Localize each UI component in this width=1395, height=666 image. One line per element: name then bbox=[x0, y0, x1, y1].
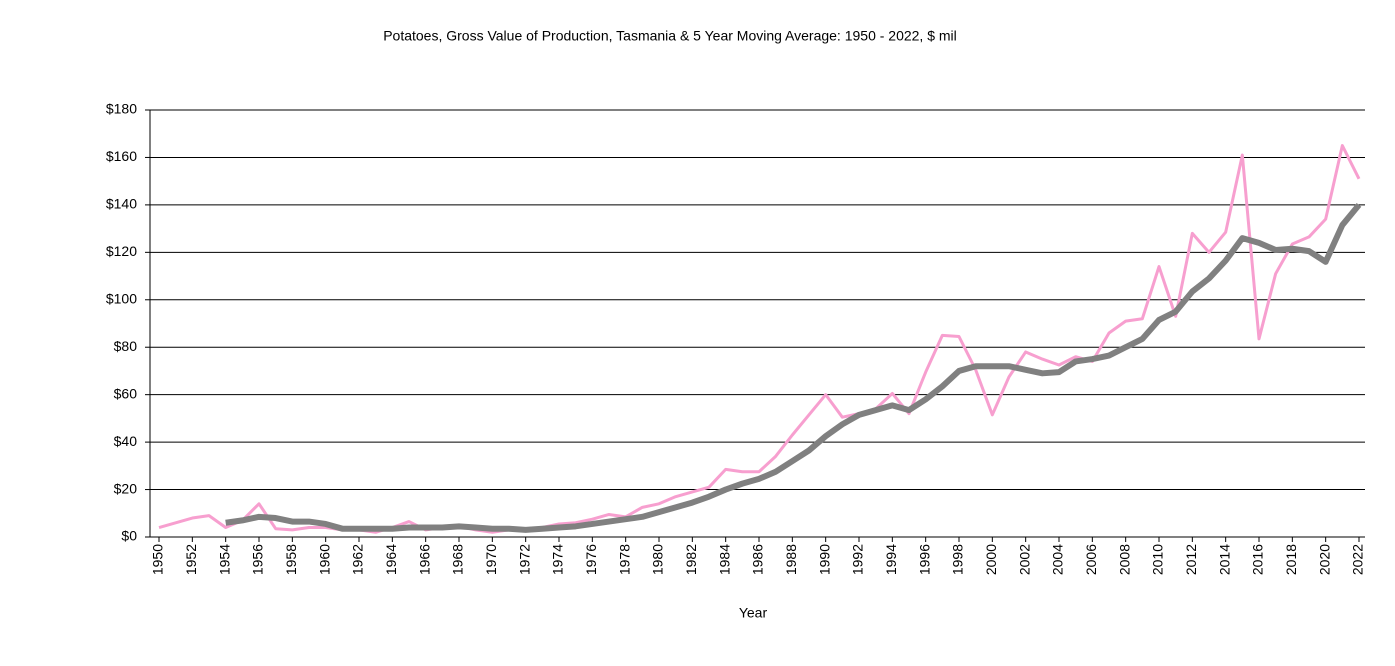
x-tick-label: 2016 bbox=[1250, 544, 1266, 575]
y-tick-label: $180 bbox=[106, 101, 137, 117]
x-tick-label: 1962 bbox=[350, 544, 366, 575]
x-tick-label: 1986 bbox=[750, 544, 766, 575]
y-tick-label: $140 bbox=[106, 196, 137, 212]
x-tick-label: 1958 bbox=[283, 544, 299, 575]
x-tick-label: 2012 bbox=[1183, 544, 1199, 575]
x-tick-label: 1970 bbox=[483, 544, 499, 575]
x-tick-label: 1980 bbox=[650, 544, 666, 575]
x-tick-label: 1954 bbox=[216, 544, 232, 575]
chart-title: Potatoes, Gross Value of Production, Tas… bbox=[383, 28, 957, 44]
x-tick-label: 2010 bbox=[1150, 544, 1166, 575]
x-tick-label: 1972 bbox=[516, 544, 532, 575]
x-tick-label: 1950 bbox=[150, 544, 166, 575]
x-tick-label: 1956 bbox=[250, 544, 266, 575]
x-tick-label: 2002 bbox=[1016, 544, 1032, 575]
y-tick-label: $100 bbox=[106, 290, 137, 306]
x-tick-label: 1968 bbox=[450, 544, 466, 575]
x-axis-title: Year bbox=[739, 605, 768, 621]
x-tick-label: 1966 bbox=[416, 544, 432, 575]
y-tick-label: $120 bbox=[106, 243, 137, 259]
x-tick-label: 1974 bbox=[550, 544, 566, 575]
y-tick-label: $160 bbox=[106, 148, 137, 164]
x-tick-label: 1982 bbox=[683, 544, 699, 575]
x-tick-label: 1960 bbox=[316, 544, 332, 575]
x-tick-label: 1988 bbox=[783, 544, 799, 575]
x-tick-label: 2000 bbox=[983, 544, 999, 575]
x-tick-label: 1978 bbox=[616, 544, 632, 575]
y-tick-label: $60 bbox=[114, 385, 138, 401]
x-tick-label: 2022 bbox=[1350, 544, 1366, 575]
x-tick-label: 1998 bbox=[950, 544, 966, 575]
x-tick-label: 1994 bbox=[883, 544, 899, 575]
x-tick-label: 1996 bbox=[916, 544, 932, 575]
x-tick-label: 1984 bbox=[716, 544, 732, 575]
x-tick-label: 2018 bbox=[1283, 544, 1299, 575]
x-tick-label: 2020 bbox=[1316, 544, 1332, 575]
x-tick-label: 1992 bbox=[850, 544, 866, 575]
y-tick-label: $20 bbox=[114, 480, 138, 496]
x-tick-label: 1990 bbox=[816, 544, 832, 575]
data-line bbox=[225, 202, 1362, 533]
data-line bbox=[158, 144, 1361, 534]
y-tick-label: $0 bbox=[121, 528, 137, 544]
x-tick-label: 1952 bbox=[183, 544, 199, 575]
x-tick-label: 1964 bbox=[383, 544, 399, 575]
x-tick-label: 2006 bbox=[1083, 544, 1099, 575]
x-tick-label: 2008 bbox=[1116, 544, 1132, 575]
y-tick-label: $40 bbox=[114, 433, 138, 449]
x-tick-label: 2014 bbox=[1216, 544, 1232, 575]
y-tick-label: $80 bbox=[114, 338, 138, 354]
x-tick-label: 1976 bbox=[583, 544, 599, 575]
x-tick-label: 2004 bbox=[1050, 544, 1066, 575]
